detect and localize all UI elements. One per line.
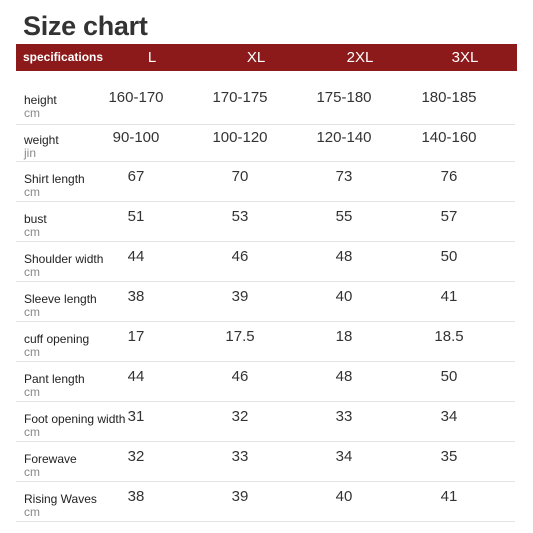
row-unit: cm	[24, 385, 40, 399]
table-cell: 67	[127, 168, 145, 185]
table-cell: 32	[127, 448, 145, 465]
table-row: Forewave cm 32 33 34 35	[16, 443, 515, 482]
table-cell: 18	[335, 328, 353, 345]
table-row: Pant length cm 44 46 48 50	[16, 363, 515, 402]
table-cell: 100-120	[212, 128, 268, 146]
header-size-2xl: 2XL	[346, 49, 374, 66]
table-cell: 33	[231, 448, 249, 465]
table-cell: 175-180	[316, 89, 372, 106]
table-cell: 180-185	[421, 89, 477, 106]
table-cell: 33	[335, 408, 353, 425]
table-cell: 51	[127, 208, 145, 225]
table-row: cuff opening cm 17 17.5 18 18.5	[16, 323, 515, 362]
table-cell: 31	[127, 408, 145, 425]
row-unit: cm	[24, 505, 40, 519]
row-label: weight	[24, 132, 59, 147]
table-row: bust cm 51 53 55 57	[16, 203, 515, 242]
table-row: Shirt length cm 67 70 73 76	[16, 163, 515, 202]
table-cell: 40	[335, 288, 353, 305]
table-cell: 34	[335, 448, 353, 465]
row-label: bust	[24, 212, 47, 226]
table-cell: 39	[231, 488, 249, 505]
table-cell: 120-140	[316, 128, 372, 146]
table-cell: 41	[440, 488, 458, 505]
table-cell: 73	[335, 168, 353, 185]
header-size-3xl: 3XL	[451, 49, 479, 66]
row-label: Pant length	[24, 372, 85, 386]
table-cell: 50	[440, 248, 458, 265]
row-label: cuff opening	[24, 332, 90, 346]
row-label: Rising Waves	[24, 492, 97, 506]
row-unit: cm	[24, 225, 40, 239]
row-unit: cm	[24, 305, 40, 319]
table-cell: 40	[335, 488, 353, 505]
row-label: height	[24, 93, 57, 107]
table-row: weight jin 90-100 100-120 120-140 140-160	[16, 124, 515, 162]
row-label: Forewave	[24, 452, 77, 466]
table-row: height cm 160-170 170-175 175-180 180-185	[16, 82, 515, 125]
row-label: Foot opening width	[24, 412, 126, 426]
header-size-l: L	[147, 49, 157, 66]
table-cell: 39	[231, 288, 249, 305]
table-cell: 46	[231, 248, 249, 265]
table-cell: 38	[127, 488, 145, 505]
table-header: specifications L XL 2XL 3XL	[16, 44, 517, 71]
table-cell: 160-170	[108, 89, 164, 106]
table-cell: 57	[440, 208, 458, 225]
row-unit: cm	[24, 345, 40, 359]
table-cell: 50	[440, 368, 458, 385]
row-unit: cm	[24, 265, 40, 279]
table-cell: 34	[440, 408, 458, 425]
row-unit: cm	[24, 465, 40, 479]
table-cell: 55	[335, 208, 353, 225]
table-cell: 70	[231, 168, 249, 185]
table-cell: 140-160	[421, 128, 477, 146]
table-cell: 44	[127, 248, 145, 265]
table-cell: 90-100	[112, 128, 160, 146]
table-row: Shoulder width cm 44 46 48 50	[16, 243, 515, 282]
table-cell: 48	[335, 248, 353, 265]
table-cell: 41	[440, 288, 458, 305]
table-row: Sleeve length cm 38 39 40 41	[16, 283, 515, 322]
row-unit: cm	[24, 425, 40, 439]
table-cell: 35	[440, 448, 458, 465]
table-cell: 170-175	[212, 89, 268, 106]
table-row: Foot opening width cm 31 32 33 34	[16, 403, 515, 442]
row-unit: cm	[24, 106, 40, 120]
table-cell: 32	[231, 408, 249, 425]
row-label: Shoulder width	[24, 252, 104, 266]
row-unit: jin	[24, 145, 37, 160]
table-cell: 53	[231, 208, 249, 225]
table-cell: 44	[127, 368, 145, 385]
header-size-xl: XL	[246, 49, 266, 66]
row-label: Shirt length	[24, 172, 85, 186]
row-unit: cm	[24, 185, 40, 199]
table-cell: 48	[335, 368, 353, 385]
table-cell: 17	[127, 328, 145, 345]
size-chart-title: Size chart	[23, 11, 148, 41]
table-cell: 18.5	[434, 328, 464, 345]
row-label: Sleeve length	[24, 292, 97, 306]
table-cell: 38	[127, 288, 145, 305]
table-row: Rising Waves cm 38 39 40 41	[16, 483, 515, 522]
table-cell: 17.5	[225, 328, 255, 345]
table-cell: 46	[231, 368, 249, 385]
header-specifications: specifications	[23, 50, 104, 64]
table-cell: 76	[440, 168, 458, 185]
